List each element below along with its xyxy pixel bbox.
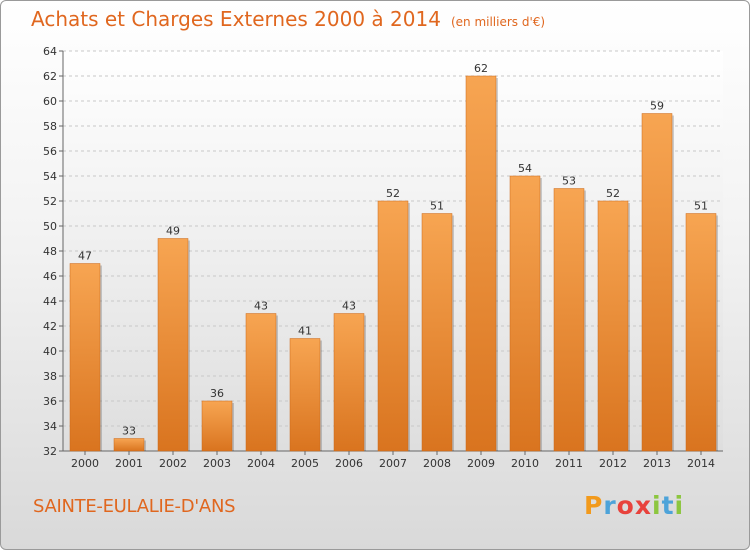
y-tick-label: 64: [43, 45, 57, 58]
y-tick-label: 58: [43, 120, 57, 133]
logo-letter: o: [616, 491, 635, 520]
data-label: 52: [606, 187, 620, 200]
chart-title-text: Achats et Charges Externes 2000 à 2014: [31, 7, 441, 31]
y-tick-label: 50: [43, 220, 57, 233]
data-label: 33: [122, 425, 136, 438]
logo-letter: i: [652, 491, 662, 520]
bar: [245, 313, 277, 452]
proxiti-logo: Proxiti: [584, 491, 684, 520]
logo-letter: x: [634, 491, 652, 520]
y-tick-label: 40: [43, 345, 57, 358]
data-label: 59: [650, 100, 664, 113]
bar: [465, 75, 497, 452]
y-tick-label: 48: [43, 245, 57, 258]
data-label: 62: [474, 62, 488, 75]
x-tick-label: 2011: [555, 457, 583, 470]
bar: [377, 200, 409, 452]
y-tick-label: 38: [43, 370, 57, 383]
y-tick-label: 62: [43, 70, 57, 83]
bar: [509, 175, 541, 452]
data-label: 51: [694, 200, 708, 213]
y-tick-label: 34: [43, 420, 57, 433]
x-tick-label: 2012: [599, 457, 627, 470]
y-tick-label: 44: [43, 295, 57, 308]
bar: [69, 263, 101, 452]
chart-title: Achats et Charges Externes 2000 à 2014 (e…: [31, 7, 545, 31]
bar: [333, 313, 365, 452]
x-tick-label: 2004: [247, 457, 275, 470]
x-tick-label: 2001: [115, 457, 143, 470]
y-tick-label: 36: [43, 395, 57, 408]
bar: [421, 213, 453, 452]
y-tick-label: 60: [43, 95, 57, 108]
x-tick-label: 2005: [291, 457, 319, 470]
y-tick-label: 54: [43, 170, 57, 183]
x-tick-label: 2013: [643, 457, 671, 470]
chart-unit: (en milliers d'€): [450, 15, 546, 29]
x-tick-label: 2008: [423, 457, 451, 470]
logo-letter: r: [603, 491, 617, 520]
x-tick-label: 2010: [511, 457, 539, 470]
bar: [113, 438, 145, 452]
commune-name: SAINTE-EULALIE-D'ANS: [33, 496, 236, 517]
data-label: 54: [518, 162, 532, 175]
y-tick-label: 52: [43, 195, 57, 208]
data-label: 41: [298, 325, 312, 338]
x-tick-label: 2000: [71, 457, 99, 470]
y-tick-label: 42: [43, 320, 57, 333]
bar: [641, 113, 673, 452]
data-label: 47: [78, 250, 92, 263]
x-tick-label: 2007: [379, 457, 407, 470]
bar: [201, 400, 233, 452]
data-label: 49: [166, 225, 180, 238]
y-tick-label: 32: [43, 445, 57, 458]
data-label: 52: [386, 187, 400, 200]
x-tick-label: 2002: [159, 457, 187, 470]
data-label: 43: [342, 300, 356, 313]
logo-letter: t: [661, 491, 675, 520]
data-label: 43: [254, 300, 268, 313]
bar: [553, 188, 585, 452]
x-tick-label: 2006: [335, 457, 363, 470]
y-tick-label: 56: [43, 145, 57, 158]
data-label: 36: [210, 387, 224, 400]
bar: [597, 200, 629, 452]
x-tick-label: 2003: [203, 457, 231, 470]
bar: [289, 338, 321, 452]
x-tick-label: 2014: [687, 457, 715, 470]
y-tick-label: 46: [43, 270, 57, 283]
bar: [157, 238, 189, 452]
x-tick-label: 2009: [467, 457, 495, 470]
data-label: 51: [430, 200, 444, 213]
logo-letter: i: [674, 491, 685, 520]
data-label: 53: [562, 175, 576, 188]
logo-letter: P: [584, 491, 604, 520]
bar: [685, 213, 717, 452]
